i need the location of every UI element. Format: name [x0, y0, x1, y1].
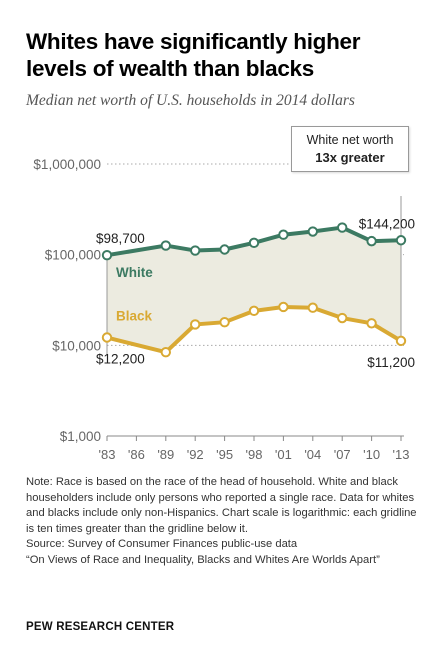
- data-point-white: [219, 244, 230, 255]
- series-label-black: Black: [116, 309, 153, 324]
- y-tick-label: $1,000,000: [33, 157, 101, 172]
- data-point-black: [248, 305, 260, 317]
- series-line-white: [106, 225, 402, 258]
- callout-box: White net worth 13x greater: [291, 126, 409, 172]
- data-label: $144,200: [359, 216, 415, 231]
- gap-fill-area: [107, 227, 401, 353]
- data-point-black: [190, 319, 201, 330]
- series-label-white: White: [116, 265, 153, 280]
- callout-line2: 13x greater: [315, 150, 385, 165]
- x-tick-label: '13: [393, 447, 410, 462]
- data-point-white: [278, 229, 289, 240]
- data-point-black: [395, 335, 407, 347]
- data-point-white: [307, 226, 318, 237]
- callout-line1: White net worth: [306, 133, 394, 147]
- x-tick-label: '07: [334, 447, 351, 462]
- data-point-black: [219, 316, 230, 328]
- data-point-black: [160, 346, 172, 358]
- data-label: $98,700: [96, 231, 145, 246]
- series-line-black: [106, 304, 403, 355]
- data-point-white: [366, 235, 377, 247]
- brand-name: PEW RESEARCH CENTER: [26, 621, 175, 633]
- series-layer: [101, 222, 407, 358]
- data-point-white: [395, 235, 407, 246]
- data-point-white: [160, 240, 172, 251]
- data-label: $12,200: [96, 352, 145, 367]
- x-tick-label: '01: [275, 447, 292, 462]
- data-point-white: [101, 249, 113, 261]
- wealth-chart: $1,000 $10,000 $100,000 $1,000,000 '83 '86 '89…: [33, 157, 415, 462]
- data-point-black: [366, 318, 377, 329]
- data-label: $11,200: [367, 355, 415, 370]
- data-point-black: [337, 312, 348, 324]
- data-point-white: [337, 222, 348, 233]
- data-point-white: [248, 237, 260, 249]
- x-tick-label: '89: [157, 447, 174, 462]
- data-point-black: [278, 301, 289, 313]
- label-layer: White Black $98,700 $144,200 $12,200 $11,200: [96, 216, 415, 370]
- data-point-black: [307, 302, 318, 313]
- chart-subtitle: Median net worth of U.S. households in 2…: [26, 92, 355, 109]
- data-point-black: [101, 332, 113, 343]
- data-point-white: [190, 245, 201, 256]
- source-text: Source: Survey of Consumer Finances publ…: [26, 538, 298, 551]
- x-tick-label: '04: [304, 447, 321, 462]
- notes-block: Note: Race is based on the race of the h…: [26, 475, 426, 569]
- y-tick-label: $1,000: [60, 429, 101, 444]
- y-tick-label: $10,000: [52, 338, 101, 353]
- x-tick-label: '92: [187, 447, 204, 462]
- x-tick-label: '95: [216, 447, 233, 462]
- note-text: Note: Race is based on the race of the h…: [26, 476, 417, 535]
- x-tick-label: '83: [99, 447, 116, 462]
- x-tick-label: '98: [246, 447, 263, 462]
- chart-title: Whites have significantly higher levels …: [26, 29, 361, 81]
- y-tick-label: $100,000: [45, 248, 101, 263]
- x-tick-label: '10: [363, 447, 380, 462]
- x-tick-label: '86: [128, 447, 145, 462]
- report-title-text: “On Views of Race and Inequality, Blacks…: [26, 553, 380, 566]
